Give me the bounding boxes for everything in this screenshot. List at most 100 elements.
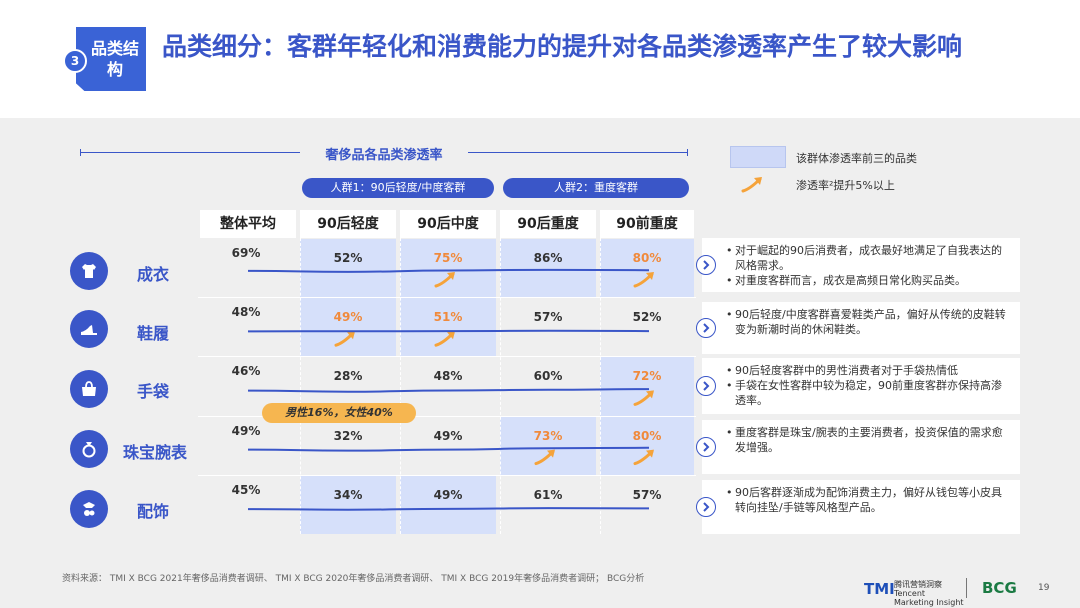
- value-label: 28%: [333, 369, 363, 384]
- column-header: 90前重度: [600, 210, 694, 238]
- column-header: 90后中度: [400, 210, 496, 238]
- handbag-icon: [70, 370, 108, 408]
- increase-arrow-icon: [434, 331, 455, 347]
- value-label: 52%: [333, 251, 363, 265]
- legend-label-increase: 渗透率²提升5%以上: [796, 179, 895, 192]
- trend-line: [247, 388, 649, 393]
- value-label: 80%: [632, 428, 662, 443]
- chart-title: 奢侈品各品类渗透率: [325, 148, 443, 163]
- value-label: 49%: [433, 487, 463, 502]
- column-header: 90后重度: [500, 210, 596, 238]
- value-label: 45%: [231, 482, 261, 497]
- value-label: 52%: [632, 310, 662, 325]
- section-number: 3: [63, 49, 87, 73]
- increase-arrow-icon: [334, 331, 355, 347]
- note-text: 90后客群逐渐成为配饰消费主力，偏好从钱包等小皮具转向挂坠/手链等风格型产品。: [726, 485, 1010, 515]
- value-label: 32%: [333, 428, 363, 443]
- row-separator: [198, 356, 696, 358]
- top3-highlight-cell: [500, 239, 596, 298]
- top3-highlight-cell: [400, 475, 496, 534]
- value-label: 72%: [632, 369, 662, 384]
- value-label: 86%: [533, 251, 563, 265]
- value-label: 34%: [333, 487, 363, 502]
- column-header: 90后轻度: [300, 210, 396, 238]
- legend-up-arrow-icon: [741, 177, 762, 193]
- note-text: 90后轻度客群中的男性消费者对于手袋热情低: [726, 363, 1010, 378]
- trend-line: [247, 507, 649, 511]
- chart-title-rule-left: [80, 149, 300, 156]
- legend-highlight-marker: [730, 146, 786, 168]
- note-text: 对于崛起的90后消费者，成衣最好地满足了自我表达的风格需求。: [726, 243, 1010, 273]
- value-label: 49%: [231, 423, 261, 438]
- note-clothing: 对于崛起的90后消费者，成衣最好地满足了自我表达的风格需求。对重度客群而言，成衣…: [696, 238, 1020, 292]
- value-label: 46%: [231, 364, 261, 379]
- header: [0, 0, 1080, 118]
- ring-icon: [70, 430, 108, 468]
- top3-highlight-cell: [400, 239, 496, 298]
- legend-label-top3: 该群体渗透率前三的品类: [796, 152, 917, 165]
- bcg-logo: BCG: [982, 579, 1017, 597]
- column-separator: [500, 238, 501, 534]
- group-label-2: 人群2：重度客群: [503, 178, 689, 198]
- top3-highlight-cell: [600, 239, 694, 298]
- category-label: 手袋: [136, 382, 169, 401]
- category-label: 配饰: [136, 502, 169, 521]
- section-badge-text: 品类结构: [90, 39, 139, 79]
- section-badge: [76, 27, 146, 91]
- note-text: 对重度客群而言，成衣是高频日常化购买品类。: [726, 273, 1010, 288]
- clothing-icon: [70, 252, 108, 290]
- value-label: 69%: [231, 246, 261, 260]
- note-accessories: 90后客群逐渐成为配饰消费主力，偏好从钱包等小皮具转向挂坠/手链等风格型产品。: [696, 480, 1020, 534]
- increase-arrow-icon: [633, 390, 654, 406]
- accessory-icon: [70, 490, 108, 528]
- top3-highlight-cell: [400, 298, 496, 357]
- chevron-right-icon: [696, 497, 716, 517]
- shoe-icon: [70, 310, 108, 348]
- top3-highlight-cell: [300, 239, 396, 298]
- chevron-right-icon: [696, 437, 716, 457]
- note-jewelry: 重度客群是珠宝/腕表的主要消费者，投资保值的需求愈发增强。: [696, 420, 1020, 474]
- logo-divider: [966, 578, 967, 598]
- value-label: 48%: [231, 305, 261, 320]
- chart-title-rule-right: [468, 149, 688, 156]
- column-separator: [400, 238, 401, 534]
- trend-line: [247, 329, 649, 333]
- top3-highlight-cell: [300, 298, 396, 357]
- value-label: 80%: [632, 251, 662, 265]
- tmi-logo-subtitle: 腾讯营销洞察 Tencent Marketing Insight: [894, 580, 964, 607]
- value-label: 75%: [433, 251, 463, 265]
- note-text: 重度客群是珠宝/腕表的主要消费者，投资保值的需求愈发增强。: [726, 425, 1010, 455]
- source-note: 资料来源： TMI X BCG 2021年奢侈品消费者调研、 TMI X BCG…: [62, 574, 645, 584]
- category-label: 珠宝腕表: [122, 443, 187, 462]
- trend-line: [247, 446, 649, 452]
- group-label-1: 人群1：90后轻度/中度客群: [302, 178, 494, 198]
- note-shoes: 90后轻度/中度客群喜爱鞋类产品，偏好从传统的皮鞋转变为新潮时尚的休闲鞋类。: [696, 302, 1020, 354]
- value-label: 48%: [433, 369, 463, 384]
- top3-highlight-cell: [600, 357, 694, 416]
- category-label: 成衣: [136, 265, 169, 284]
- chevron-right-icon: [696, 376, 716, 396]
- value-label: 60%: [533, 369, 563, 384]
- column-separator: [300, 238, 301, 534]
- value-label: 61%: [533, 487, 563, 502]
- value-label: 49%: [433, 428, 463, 443]
- top3-highlight-cell: [300, 475, 396, 534]
- increase-arrow-icon: [633, 272, 654, 288]
- value-label: 49%: [333, 310, 363, 325]
- chevron-right-icon: [696, 318, 716, 338]
- footer: [0, 568, 1080, 608]
- value-label: 51%: [433, 310, 463, 325]
- gender-callout: 男性16%，女性40%: [262, 403, 416, 423]
- chevron-right-icon: [696, 255, 716, 275]
- value-label: 57%: [533, 310, 563, 325]
- column-separator: [600, 238, 601, 534]
- row-separator: [198, 297, 696, 299]
- increase-arrow-icon: [434, 272, 455, 288]
- trend-line: [247, 268, 649, 273]
- top3-highlight-cell: [600, 416, 694, 475]
- note-text: 90后轻度/中度客群喜爱鞋类产品，偏好从传统的皮鞋转变为新潮时尚的休闲鞋类。: [726, 307, 1010, 337]
- column-header: 整体平均: [200, 210, 296, 238]
- row-separator: [198, 474, 696, 476]
- increase-arrow-icon: [633, 449, 654, 466]
